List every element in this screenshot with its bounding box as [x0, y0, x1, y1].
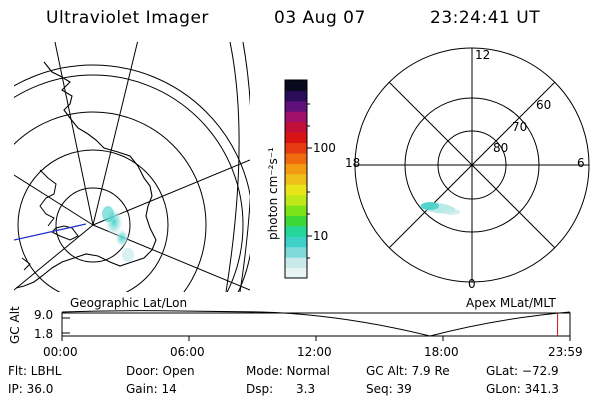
lat-arc: [225, 42, 240, 292]
colorbar-band: [285, 100, 307, 112]
x-tick-label: 23:59: [548, 345, 583, 359]
right-map-label: Apex MLat/MLT: [466, 296, 556, 310]
colorbar-band: [285, 163, 307, 175]
mlt-label-0: 0: [468, 277, 476, 291]
door-info: Door: Open: [126, 364, 195, 378]
meridian-line: [14, 224, 94, 291]
colorbar-tick-label: 10: [313, 229, 329, 243]
filter-info: Flt: LBHL: [8, 364, 62, 378]
coastline: [15, 61, 157, 289]
aurora-oval: [421, 202, 439, 210]
glon-info: GLon: 341.3: [486, 382, 559, 396]
dsp-info: Dsp: 3.3: [246, 382, 316, 396]
colorbar-band: [285, 173, 307, 185]
mode-info: Mode: Normal: [246, 364, 330, 378]
coastline: [39, 169, 57, 227]
meridian-line: [54, 42, 94, 226]
coastline: [21, 257, 31, 271]
colorbar-band: [285, 257, 307, 269]
alt-ytick: 9.0: [34, 308, 54, 322]
lat-circle-4: [14, 74, 244, 292]
aurora-oval: [444, 209, 460, 215]
colorbar-band: [285, 246, 307, 258]
left-map-label: Geographic Lat/Lon: [70, 296, 188, 310]
colorbar-tick-label: 100: [313, 141, 336, 155]
lat-arc: [239, 42, 250, 292]
lat-circle-5: [14, 64, 250, 292]
seq-info: Seq: 39: [366, 382, 412, 396]
colorbar-band: [285, 90, 307, 102]
gain-info: Gain: 14: [126, 382, 177, 396]
ip-info: IP: 36.0: [8, 382, 54, 396]
x-tick-label: 06:00: [170, 345, 205, 359]
instrument-title: Ultraviolet Imager: [46, 8, 209, 28]
gc-alt-info: GC Alt: 7.9 Re: [366, 364, 450, 378]
colorbar-band: [285, 236, 307, 248]
meridian-line: [92, 42, 139, 226]
header-date: 03 Aug 07: [274, 8, 366, 28]
mlt-label-18: 18: [345, 156, 361, 170]
lat-circle-1: [55, 187, 131, 263]
aurora-emission: [102, 206, 114, 222]
glat-info: GLat: −72.9: [486, 364, 559, 378]
terminator-line: [14, 223, 87, 241]
colorbar-unit-label: photon cm⁻²s⁻¹: [266, 147, 280, 240]
colorbar-band: [285, 80, 307, 91]
x-tick-label: 00:00: [43, 345, 78, 359]
colorbar-band: [285, 111, 307, 123]
alt-ytick: 1.8: [34, 327, 54, 341]
colorbar-band: [285, 121, 307, 133]
colorbar-band: [285, 267, 307, 279]
colorbar-band: [285, 142, 307, 154]
x-tick-label: 18:00: [424, 345, 459, 359]
aurora-emission: [122, 248, 134, 262]
lat-circle-3: [14, 111, 207, 292]
alt-trace: [61, 310, 571, 337]
colorbar-band: [285, 152, 307, 164]
colorbar-band: [285, 194, 307, 206]
colorbar: [285, 80, 307, 279]
aurora-emission: [115, 229, 129, 247]
meridian-line: [14, 174, 94, 226]
mlat-label-70: 70: [512, 120, 528, 134]
header-time: 23:24:41 UT: [430, 8, 541, 28]
mlt-line: [388, 81, 556, 249]
colorbar-band: [285, 205, 307, 216]
alt-ylabel: GC Alt: [8, 306, 22, 344]
colorbar-frame: [284, 79, 308, 279]
polar-map: [354, 47, 590, 283]
alt-plot-frame: [61, 312, 571, 337]
colorbar-band: [285, 184, 307, 196]
mlat-label-80: 80: [493, 141, 509, 155]
colorbar-band: [285, 225, 307, 237]
x-tick-label: 12:00: [297, 345, 332, 359]
mlat-label-60: 60: [536, 98, 552, 112]
mlt-label-12: 12: [475, 48, 491, 62]
lat-circle-2: [17, 149, 169, 292]
colorbar-band: [285, 132, 307, 144]
coastline: [51, 225, 79, 241]
mlt-label-6: 6: [577, 156, 585, 170]
geographic-map: [14, 42, 250, 292]
colorbar-band: [285, 215, 307, 227]
